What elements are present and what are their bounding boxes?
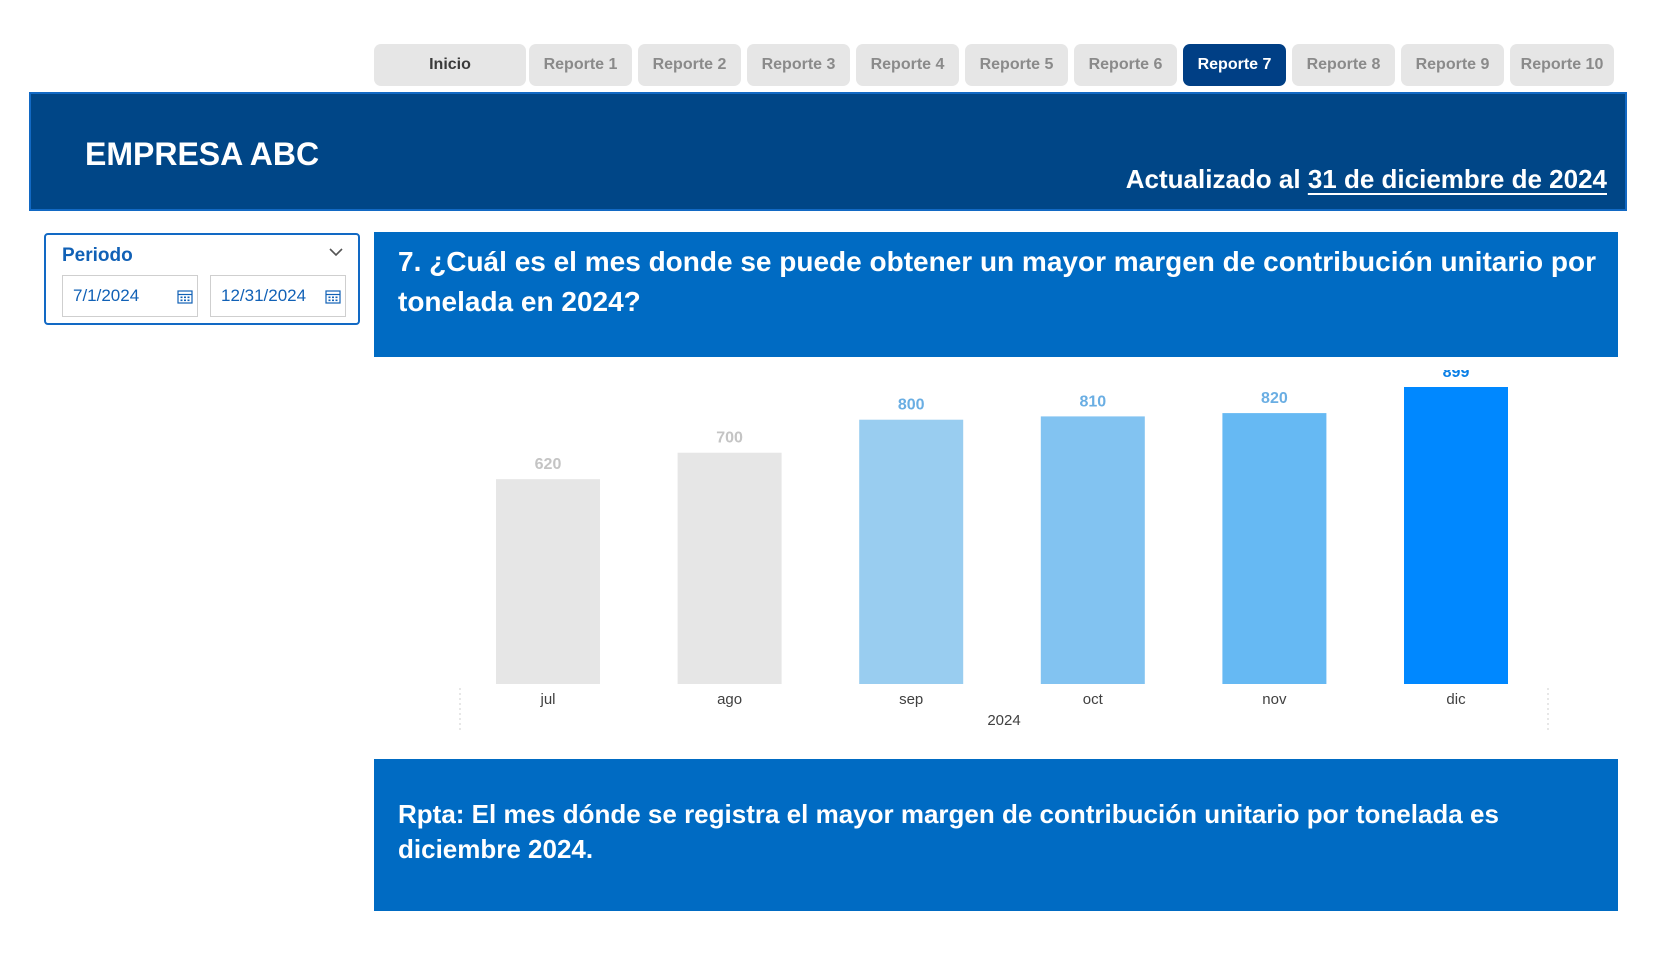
data-label-dic: 899	[1443, 370, 1470, 381]
updated-prefix: Actualizado al	[1125, 164, 1301, 194]
data-label-ago: 700	[716, 430, 743, 447]
tab-reporte-9[interactable]: Reporte 9	[1401, 44, 1504, 86]
data-label-nov: 820	[1261, 390, 1288, 407]
slicer-title: Periodo	[62, 245, 133, 266]
question-box: 7. ¿Cuál es el mes donde se puede obtene…	[374, 232, 1618, 357]
header-banner: EMPRESA ABC Actualizado al 31 de diciemb…	[29, 92, 1627, 211]
answer-box: Rpta: El mes dónde se registra el mayor …	[374, 759, 1618, 911]
company-name: EMPRESA ABC	[85, 136, 320, 172]
calendar-icon[interactable]	[325, 289, 341, 309]
x-tick-ago: ago	[717, 691, 742, 708]
x-tick-dic: dic	[1446, 691, 1466, 708]
tab-reporte-1[interactable]: Reporte 1	[529, 44, 632, 86]
x-group-label: 2024	[987, 712, 1020, 729]
tab-reporte-5[interactable]: Reporte 5	[965, 44, 1068, 86]
bar-oct	[1040, 416, 1145, 684]
period-slicer: Periodo 7/1/2024 12/31/2024	[44, 233, 360, 325]
tab-reporte-10[interactable]: Reporte 10	[1510, 44, 1614, 86]
calendar-icon[interactable]	[177, 289, 193, 309]
bar-sep	[859, 419, 964, 684]
bar-dic	[1404, 387, 1508, 684]
bar-chart: 620 jul 700 ago 800 sep 810 oct 820 nov 899 dic 2024	[459, 370, 1549, 732]
bar-jul	[496, 479, 600, 684]
bar-nov	[1222, 413, 1327, 684]
x-tick-jul: jul	[539, 691, 555, 708]
x-tick-oct: oct	[1083, 691, 1104, 708]
updated-date: 31 de diciembre de 2024	[1307, 164, 1607, 194]
chevron-down-icon[interactable]	[328, 245, 344, 263]
tab-reporte-8[interactable]: Reporte 8	[1292, 44, 1395, 86]
x-tick-nov: nov	[1262, 691, 1287, 708]
updated-text: Actualizado al 31 de diciembre de 2024	[1126, 164, 1607, 195]
data-label-oct: 810	[1079, 393, 1106, 410]
x-tick-sep: sep	[899, 691, 923, 708]
tab-inicio[interactable]: Inicio	[374, 44, 526, 86]
bar-ago	[677, 452, 782, 684]
data-label-jul: 620	[535, 456, 562, 473]
end-date-input[interactable]: 12/31/2024	[210, 275, 346, 317]
data-label-sep: 800	[898, 397, 925, 414]
start-date-value: 7/1/2024	[73, 286, 140, 305]
tab-reporte-7[interactable]: Reporte 7	[1183, 44, 1286, 86]
tab-reporte-4[interactable]: Reporte 4	[856, 44, 959, 86]
end-date-value: 12/31/2024	[221, 286, 307, 305]
tab-reporte-3[interactable]: Reporte 3	[747, 44, 850, 86]
start-date-input[interactable]: 7/1/2024	[62, 275, 198, 317]
tab-reporte-6[interactable]: Reporte 6	[1074, 44, 1177, 86]
tab-reporte-2[interactable]: Reporte 2	[638, 44, 741, 86]
